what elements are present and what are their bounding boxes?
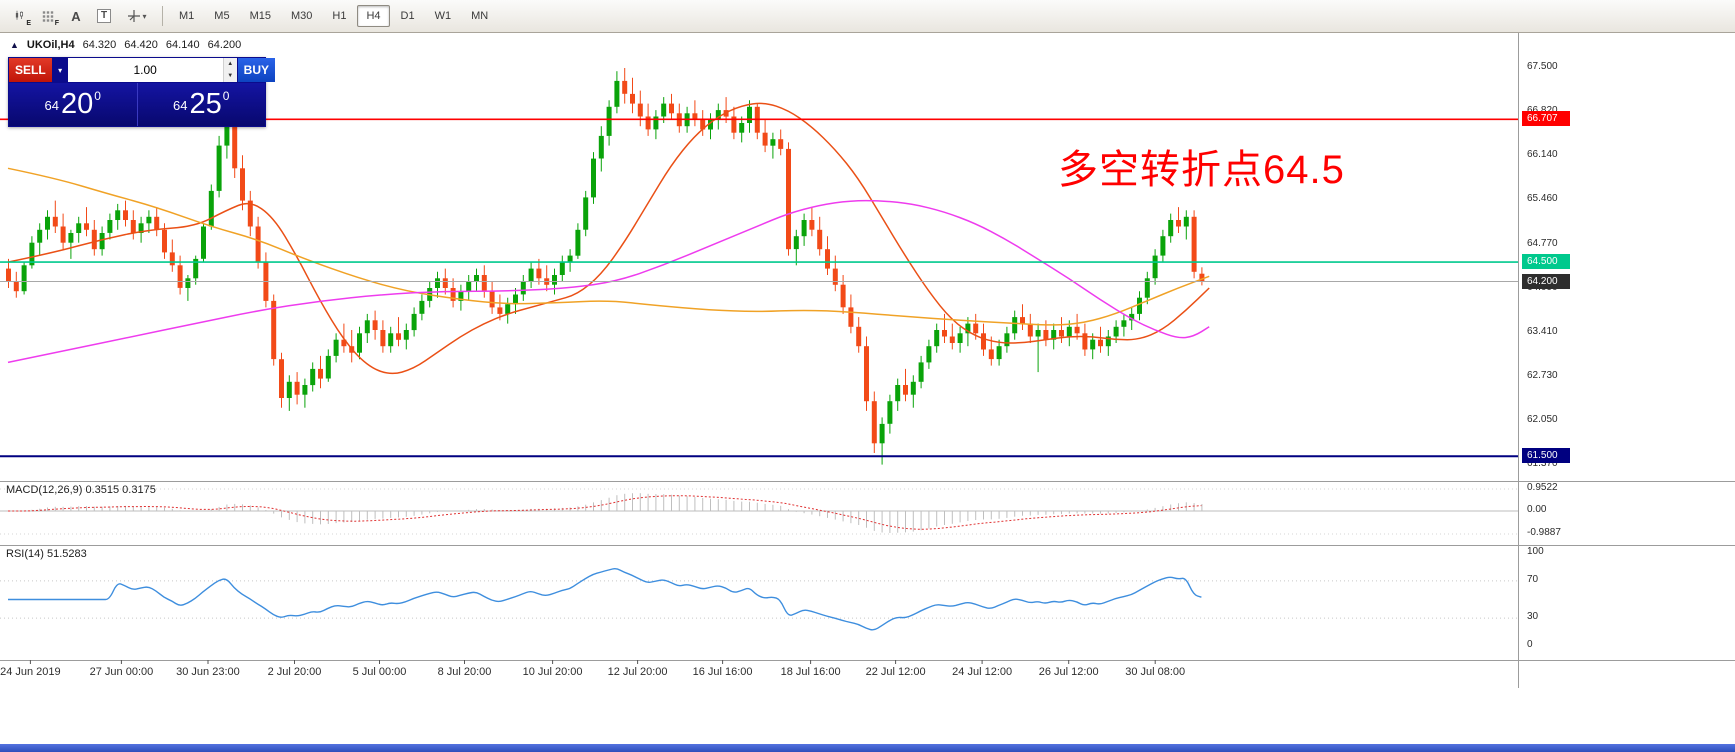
grid-icon[interactable]: F [35,4,61,28]
badge-e: E [26,20,31,27]
macd-axis-label: 0.9522 [1527,482,1558,493]
rsi-axis-label: 70 [1527,574,1539,585]
timeframe-button-w1[interactable]: W1 [426,5,461,27]
price-tag-66.707: 66.707 [1522,111,1570,126]
volume-input[interactable] [67,58,223,82]
ohlc-open: 64.320 [82,39,117,51]
time-axis-label: 12 Jul 20:00 [607,666,668,678]
crosshair-tool-icon[interactable]: ▾ [119,4,155,28]
chart-style-icon[interactable]: E [7,4,33,28]
volume-up-button[interactable]: ▲ [223,58,237,70]
timeframe-button-m15[interactable]: M15 [241,5,280,27]
timeframe-button-h4[interactable]: H4 [357,5,390,27]
macd-panel[interactable]: MACD(12,26,9) 0.3515 0.3175 [0,481,1735,545]
time-axis-label: 18 Jul 16:00 [780,666,841,678]
price-axis[interactable]: 67.50066.82066.14065.46064.77064.09063.4… [1519,33,1735,688]
chevron-down-icon: ▾ [142,11,147,21]
price-axis-label: 65.460 [1527,193,1558,204]
text-box-tool-icon[interactable]: T [91,4,117,28]
toolbar: E F A T ▾ M1 M5 M15 M30 H1 H4 D1 W1 MN [0,0,1735,33]
time-axis-label: 26 Jul 12:00 [1038,666,1099,678]
price-axis-label: 61.370 [1527,458,1558,469]
rsi-panel[interactable]: RSI(14) 51.5283 [0,545,1735,660]
sell-price-display[interactable]: 64 20 0 [9,83,138,126]
symbol-ohlc-info: ▲ UKOil,H4 64.320 64.420 64.140 64.200 [10,39,241,51]
price-axis-label: 64.770 [1527,238,1558,249]
ohlc-close: 64.200 [207,39,242,51]
timeframe-button-mn[interactable]: MN [462,5,497,27]
ohlc-low: 64.140 [165,39,200,51]
buy-button[interactable]: BUY [237,58,276,82]
rsi-axis-label: 0 [1527,639,1533,650]
timeframe-button-m30[interactable]: M30 [282,5,321,27]
time-axis-label: 5 Jul 00:00 [352,666,407,678]
macd-label: MACD(12,26,9) 0.3515 0.3175 [6,484,156,496]
price-axis-label: 66.820 [1527,105,1558,116]
ohlc-high: 64.420 [124,39,158,51]
rsi-label: RSI(14) 51.5283 [6,548,87,560]
buy-price-display[interactable]: 64 25 0 [137,83,265,126]
timeframe-button-m5[interactable]: M5 [205,5,238,27]
toolbar-separator [162,6,163,26]
one-click-collapse-icon[interactable]: ▲ [10,40,19,50]
time-axis-label: 8 Jul 20:00 [437,666,492,678]
symbol-label: UKOil,H4 [26,39,75,51]
sell-button[interactable]: SELL [9,58,52,82]
grid-glyph [42,10,54,22]
timeframe-toolbar: M1 M5 M15 M30 H1 H4 D1 W1 MN [169,5,498,27]
time-axis-label: 24 Jun 2019 [0,666,61,678]
price-tag-64.200: 64.200 [1522,274,1570,289]
price-axis-label: 62.730 [1527,370,1558,381]
timeframe-button-d1[interactable]: D1 [392,5,424,27]
rsi-axis-label: 100 [1527,546,1544,557]
time-axis-label: 30 Jul 08:00 [1125,666,1186,678]
time-axis[interactable]: 24 Jun 2019 27 Jun 00:00 30 Jun 23:00 2 Jul… [0,660,1518,688]
time-axis-label: 10 Jul 20:00 [522,666,583,678]
time-axis-label: 22 Jul 12:00 [865,666,926,678]
price-axis-label: 67.500 [1527,61,1558,72]
price-axis-label: 63.410 [1527,326,1558,337]
macd-axis-label: -0.9887 [1527,527,1561,538]
timeframe-button-m1[interactable]: M1 [170,5,203,27]
crosshair-glyph [128,10,141,22]
volume-control: ▾ ▲ ▼ [52,58,237,82]
time-axis-label: 27 Jun 00:00 [89,666,154,678]
candlestick-glyph [15,10,23,20]
time-axis-label: 16 Jul 16:00 [692,666,753,678]
annotation-text[interactable]: 多空转折点64.5 [1058,148,1345,192]
macd-axis-label: 0.00 [1527,504,1547,515]
timeframe-button-h1[interactable]: H1 [323,5,355,27]
bottom-strip [0,744,1735,752]
volume-down-button[interactable]: ▼ [223,70,237,82]
time-axis-label: 2 Jul 20:00 [267,666,322,678]
price-axis-label: 62.050 [1527,414,1558,425]
badge-f: F [54,20,59,27]
time-axis-label: 30 Jun 23:00 [176,666,240,678]
price-tag-61.500: 61.500 [1522,448,1570,463]
time-axis-label: 24 Jul 12:00 [952,666,1013,678]
main-chart-panel[interactable]: ▲ UKOil,H4 64.320 64.420 64.140 64.200 S… [0,33,1735,481]
price-tag-64.500: 64.500 [1522,254,1570,269]
volume-dropdown-button[interactable]: ▾ [52,58,68,82]
rsi-axis-label: 30 [1527,611,1539,622]
price-axis-label: 66.140 [1527,149,1558,160]
text-label-tool-icon[interactable]: A [63,4,89,28]
volume-spinner: ▲ ▼ [222,58,237,82]
